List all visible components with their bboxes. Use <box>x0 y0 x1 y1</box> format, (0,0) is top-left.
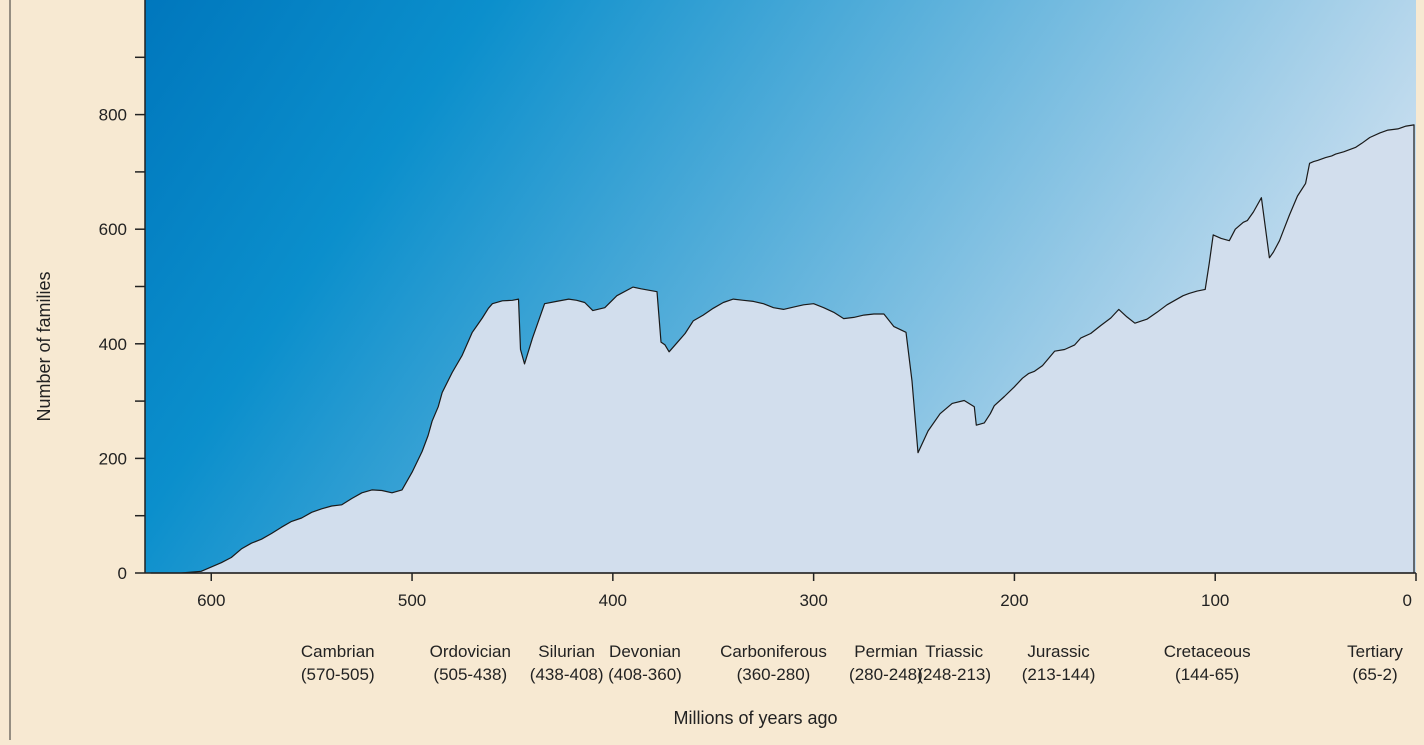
period-range-label: (213-144) <box>1022 665 1096 684</box>
x-tick-label: 300 <box>799 591 827 610</box>
period-range-label: (570-505) <box>301 665 375 684</box>
period-name-label: Carboniferous <box>720 642 827 661</box>
y-tick-label: 400 <box>99 335 127 354</box>
x-tick-labels: 600 500 400 300 200 100 0 <box>197 591 1412 610</box>
period-name-label: Triassic <box>925 642 983 661</box>
y-tick-label: 600 <box>99 220 127 239</box>
period-range-label: (144-65) <box>1175 665 1239 684</box>
y-tick-label: 0 <box>118 564 127 583</box>
period-name-label: Permian <box>854 642 917 661</box>
period-name-label: Cambrian <box>301 642 375 661</box>
period-name-label: Devonian <box>609 642 681 661</box>
x-tick-label: 400 <box>599 591 627 610</box>
y-tick-label: 800 <box>99 106 127 125</box>
period-range-label: (505-438) <box>433 665 507 684</box>
x-tick-label: 200 <box>1000 591 1028 610</box>
y-tick-labels: 0 200 400 600 800 <box>99 106 127 583</box>
period-range-label: (65-2) <box>1352 665 1397 684</box>
y-axis-title: Number of families <box>34 271 54 421</box>
period-name-label: Cretaceous <box>1164 642 1251 661</box>
period-labels: Cambrian (570-505) Ordovician (505-438) Silu… <box>301 642 1403 684</box>
x-tick-label: 0 <box>1403 591 1412 610</box>
period-range-label: (408-360) <box>608 665 682 684</box>
period-name-label: Ordovician <box>430 642 511 661</box>
x-axis-title: Millions of years ago <box>673 708 837 728</box>
x-tick-label: 600 <box>197 591 225 610</box>
period-range-label: (360-280) <box>737 665 811 684</box>
area-series <box>150 124 1415 574</box>
period-range-label: (248-213) <box>917 665 991 684</box>
axis-ticks <box>135 56 1417 581</box>
period-range-label: (280-248) <box>849 665 923 684</box>
y-tick-label: 200 <box>99 449 127 468</box>
x-tick-label: 100 <box>1201 591 1229 610</box>
period-name-label: Jurassic <box>1027 642 1090 661</box>
period-name-label: Silurian <box>538 642 595 661</box>
period-name-label: Tertiary <box>1347 642 1403 661</box>
x-tick-label: 500 <box>398 591 426 610</box>
period-range-label: (438-408) <box>530 665 604 684</box>
